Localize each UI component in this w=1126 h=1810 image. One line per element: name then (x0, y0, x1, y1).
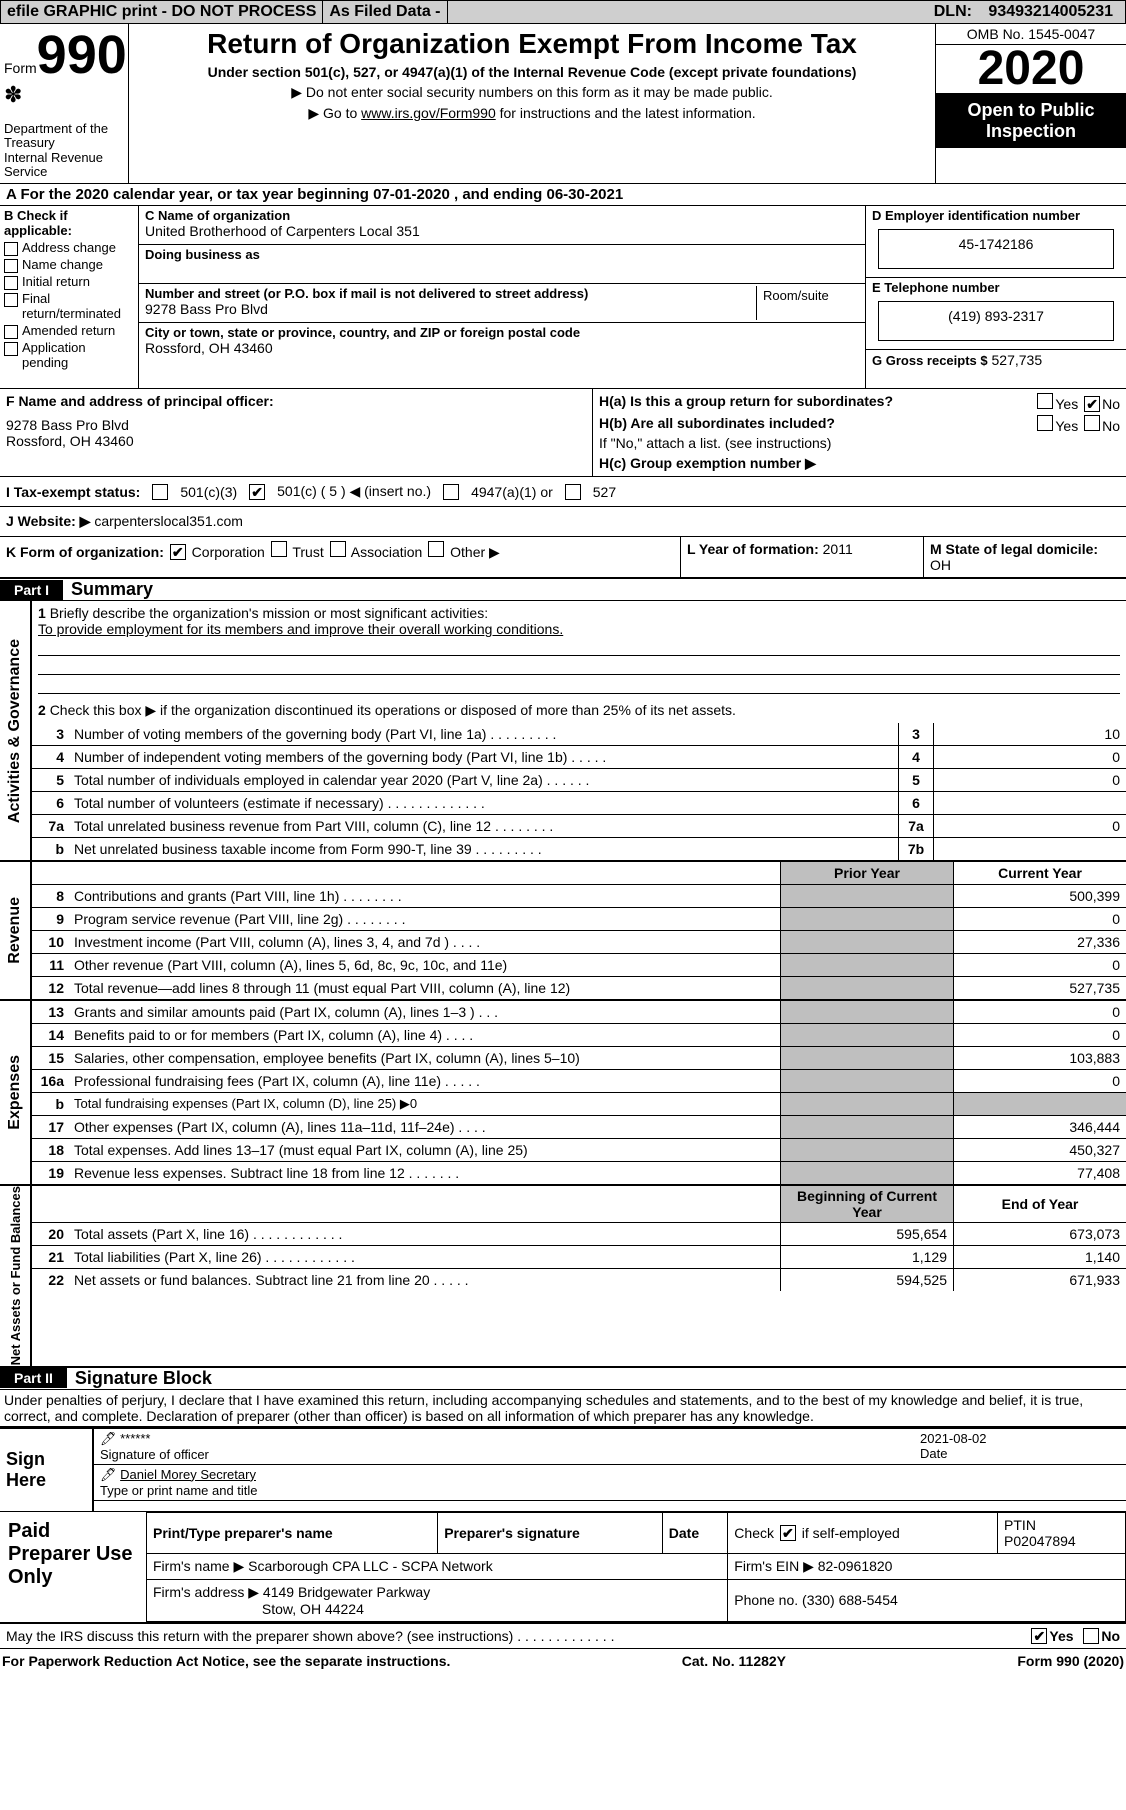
ptin: P02047894 (1004, 1533, 1076, 1549)
footer-left: For Paperwork Reduction Act Notice, see … (2, 1653, 450, 1669)
preparer-phone: (330) 688-5454 (802, 1592, 898, 1608)
org-city: Rossford, OH 43460 (145, 340, 859, 356)
tax-year: 2020 (936, 45, 1126, 94)
state-domicile: OH (930, 557, 951, 573)
footer-right: Form 990 (2020) (1017, 1653, 1124, 1669)
gross-receipts: 527,735 (992, 352, 1043, 368)
vtab-ag: Activities & Governance (6, 639, 24, 823)
firm-name: Scarborough CPA LLC - SCPA Network (248, 1558, 493, 1574)
firm-ein: 82-0961820 (818, 1558, 893, 1574)
top-bar: efile GRAPHIC print - DO NOT PROCESS As … (0, 0, 1126, 24)
year-formation: 2011 (823, 541, 853, 557)
footer-mid: Cat. No. 11282Y (682, 1653, 786, 1669)
open-inspection: Open to Public Inspection (936, 94, 1126, 148)
form-note1: ▶ Do not enter social security numbers o… (133, 84, 931, 101)
paid-preparer-label: Paid Preparer Use Only (0, 1512, 146, 1622)
dept-text: Department of the Treasury Internal Reve… (4, 122, 124, 179)
officer-addr: 9278 Bass Pro BlvdRossford, OH 43460 (6, 417, 586, 449)
form-note2: ▶ Go to www.irs.gov/Form990 for instruct… (133, 105, 931, 122)
ein: 45-1742186 (878, 229, 1114, 269)
form-box: Form990 ✽ Department of the Treasury Int… (0, 24, 129, 183)
perjury-text: Under penalties of perjury, I declare th… (0, 1390, 1126, 1427)
vtab-exp: Expenses (6, 1055, 24, 1130)
vtab-rev: Revenue (6, 897, 24, 964)
sign-here: Sign Here (0, 1429, 92, 1511)
ha-label: H(a) Is this a group return for subordin… (599, 393, 893, 409)
f-label: F Name and address of principal officer: (6, 393, 274, 409)
form-subtitle: Under section 501(c), 527, or 4947(a)(1)… (133, 64, 931, 80)
vtab-na: Net Assets or Fund Balances (8, 1186, 23, 1365)
org-name: United Brotherhood of Carpenters Local 3… (145, 223, 859, 239)
asfiled-tag: As Filed Data - (323, 1, 447, 23)
row-a: A For the 2020 calendar year, or tax yea… (0, 184, 1126, 206)
efile-tag: efile GRAPHIC print - DO NOT PROCESS (1, 1, 323, 23)
mission: To provide employment for its members an… (38, 621, 563, 637)
dln: DLN: 93493214005231 (448, 1, 1126, 23)
org-street: 9278 Bass Pro Blvd (145, 301, 756, 317)
col-b: B Check if applicable: Address change Na… (0, 206, 139, 388)
phone: (419) 893-2317 (878, 301, 1114, 341)
discuss-question: May the IRS discuss this return with the… (6, 1628, 1029, 1644)
form-title: Return of Organization Exempt From Incom… (133, 28, 931, 60)
officer-name: Daniel Morey Secretary (120, 1467, 256, 1482)
hb-label: H(b) Are all subordinates included? (599, 415, 835, 431)
website: carpenterslocal351.com (94, 513, 243, 529)
